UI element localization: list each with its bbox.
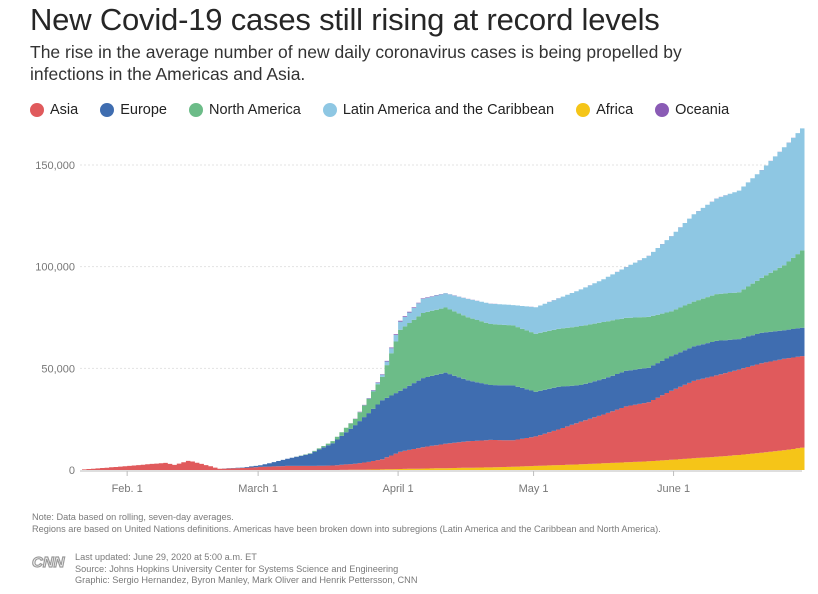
legend-label-europe: Europe bbox=[120, 102, 167, 118]
footnote-regions: Regions are based on United Nations defi… bbox=[32, 523, 661, 534]
legend-swatch-europe bbox=[100, 103, 115, 117]
footnote-averages: Note: Data based on rolling, seven-day a… bbox=[32, 512, 234, 522]
legend-label-oceania: Oceania bbox=[675, 102, 730, 118]
legend-label-latin-america: Latin America and the Caribbean bbox=[342, 102, 555, 118]
legend-item-latin-america: Latin America and the Caribbean bbox=[322, 102, 555, 118]
legend-label-africa: Africa bbox=[596, 102, 634, 118]
legend-swatch-north-america bbox=[188, 103, 203, 117]
last-updated: Last updated: June 29, 2020 at 5:00 a.m.… bbox=[75, 552, 257, 562]
area-series-europe bbox=[82, 327, 805, 470]
x-tick-label: March 1 bbox=[238, 483, 278, 495]
legend-item-north-america: North America bbox=[188, 102, 301, 118]
legend-label-north-america: North America bbox=[208, 102, 301, 118]
y-tick-label: 50,000 bbox=[41, 363, 75, 375]
y-tick-label: 0 bbox=[69, 465, 75, 477]
legend: Asia Europe North America Latin America … bbox=[30, 102, 751, 118]
legend-item-africa: Africa bbox=[576, 102, 633, 118]
legend-item-asia: Asia bbox=[30, 102, 78, 118]
x-tick-label: April 1 bbox=[383, 483, 414, 495]
stacked-area-chart: 0 50,000 100,000 150,000 Feb. 1 March 1 April … bbox=[35, 128, 805, 495]
legend-swatch-africa bbox=[576, 103, 591, 117]
x-tick-label: Feb. 1 bbox=[112, 483, 143, 495]
cnn-logo-text: CNN bbox=[32, 554, 66, 569]
credits: Last updated: June 29, 2020 at 5:00 a.m.… bbox=[75, 552, 417, 587]
chart-title: New Covid-19 cases still rising at recor… bbox=[30, 2, 660, 37]
area-series-africa bbox=[82, 447, 805, 470]
legend-item-europe: Europe bbox=[100, 102, 167, 118]
y-tick-label: 150,000 bbox=[35, 160, 75, 172]
legend-item-oceania: Oceania bbox=[655, 102, 729, 118]
legend-swatch-oceania bbox=[655, 103, 670, 117]
area-series-north-america bbox=[82, 250, 805, 470]
area-series-asia bbox=[82, 356, 805, 470]
chart-subtitle: The rise in the average number of new da… bbox=[30, 42, 682, 84]
graphic-credits: Graphic: Sergio Hernandez, Byron Manley,… bbox=[75, 575, 418, 585]
cnn-logo: CNN bbox=[32, 553, 66, 569]
legend-label-asia: Asia bbox=[50, 102, 79, 118]
y-tick-label: 100,000 bbox=[35, 262, 75, 274]
area-series-latin-america-and-the-caribbean bbox=[82, 128, 805, 470]
data-source: Source: Johns Hopkins University Center … bbox=[75, 563, 399, 574]
x-tick-label: June 1 bbox=[657, 483, 690, 495]
legend-swatch-latin-america bbox=[322, 103, 337, 117]
x-tick-label: May 1 bbox=[519, 483, 549, 495]
footnotes: Note: Data based on rolling, seven-day a… bbox=[32, 512, 802, 535]
legend-swatch-asia bbox=[30, 103, 44, 117]
